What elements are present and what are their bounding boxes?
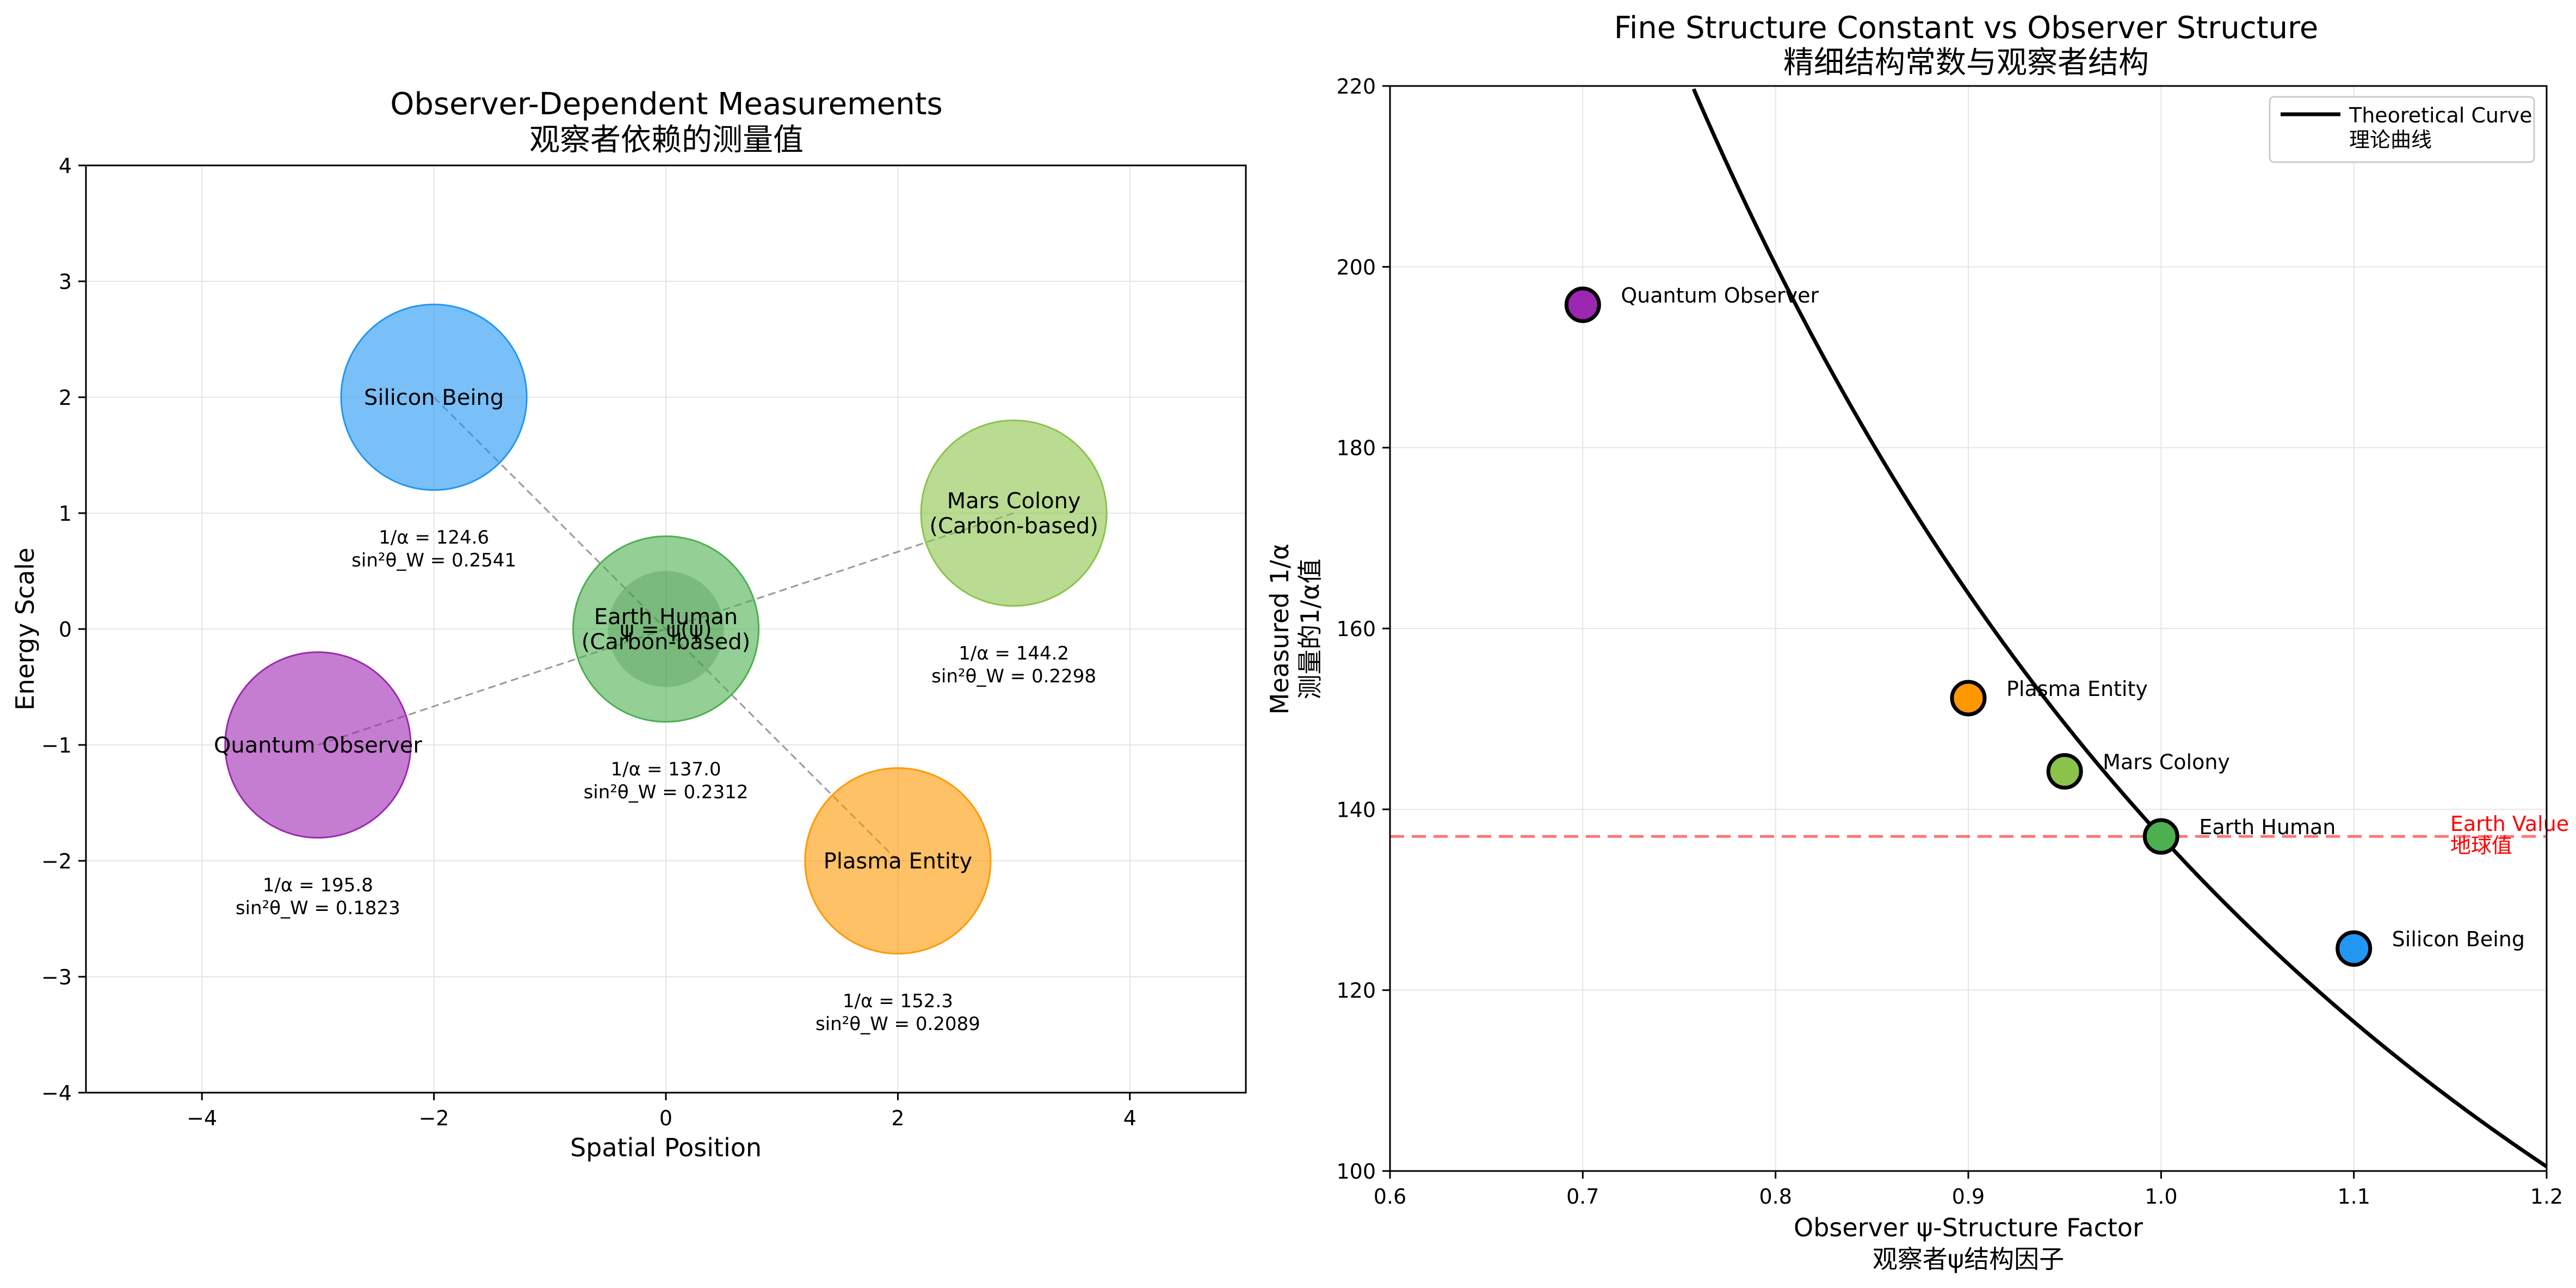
observer-circle [224, 651, 412, 839]
right-legend: Theoretical Curve 理论曲线 [2269, 96, 2535, 163]
right-subtitle: 精细结构常数与观察者结构 [1783, 45, 2149, 81]
left-panel: Observer-Dependent Measurements 观察者依赖的测量… [10, 87, 1247, 1162]
observer-label: Plasma Entity [824, 849, 973, 874]
left-center-label: ψ = ψ(ψ) [620, 617, 712, 642]
observer-circle [340, 303, 528, 491]
legend-label-cn: 理论曲线 [2349, 128, 2432, 152]
observer-circle [920, 419, 1108, 607]
observer-annotation-alpha: 1/α = 144.2 [959, 643, 1069, 664]
right-y-tick-label: 120 [1336, 979, 1376, 1003]
observer-annotation-weinberg: sin²θ_W = 0.2089 [816, 1013, 980, 1035]
observer-annotation-alpha: 1/α = 195.8 [263, 874, 373, 896]
observer-point [2336, 930, 2373, 967]
left-x-tick-label: 0 [659, 1106, 672, 1130]
observer-label: Mars Colony [947, 489, 1081, 514]
left-x-ticks: −4 −2 0 2 4 [187, 1093, 1136, 1130]
right-panel: Fine Structure Constant vs Observer Stru… [1265, 10, 2569, 1274]
left-y-tick-label: 4 [59, 154, 72, 178]
observer-label: Silicon Being [364, 385, 504, 410]
left-y-tick-label: −4 [41, 1081, 72, 1105]
right-y-axis-label: Measured 1/α [1265, 544, 1294, 714]
right-y-tick-label: 160 [1336, 617, 1376, 641]
observer-point [2142, 818, 2179, 855]
observer-annotation-alpha: 1/α = 124.6 [379, 527, 489, 549]
left-y-tick-label: 2 [59, 386, 72, 410]
right-x-axis-label-cn: 观察者ψ结构因子 [1873, 1244, 2064, 1274]
left-y-tick-label: −2 [41, 849, 72, 873]
observer-label: Earth Human [594, 605, 738, 630]
observer-annotation-alpha: 1/α = 137.0 [611, 759, 721, 780]
right-x-tick-label: 0.7 [1566, 1185, 1599, 1209]
observer-annotation-alpha: 1/α = 152.3 [843, 990, 953, 1012]
right-y-axis-label-cn: 测量的1/α值 [1295, 558, 1325, 699]
right-x-axis-label: Observer ψ-Structure Factor [1794, 1213, 2143, 1242]
legend-label: Theoretical Curve [2349, 103, 2532, 127]
observer-point-label: Silicon Being [2392, 927, 2525, 951]
left-observer-circles [224, 303, 1108, 955]
observer-point-label: Mars Colony [2103, 750, 2230, 774]
left-y-tick-label: 1 [59, 502, 72, 526]
right-y-tick-label: 100 [1336, 1160, 1376, 1184]
earth-reference-label: Earth Value [2450, 812, 2569, 836]
right-points [1564, 286, 2373, 967]
right-x-ticks: 0.6 0.7 0.8 0.9 1.0 1.1 1.2 [1374, 1171, 2563, 1209]
right-y-ticks: 100 120 140 160 180 200 220 [1336, 75, 1390, 1184]
observer-annotation-weinberg: sin²θ_W = 0.1823 [236, 897, 400, 919]
left-y-tick-label: 3 [59, 270, 72, 294]
right-x-tick-label: 1.1 [2337, 1185, 2370, 1209]
right-x-tick-label: 1.0 [2145, 1185, 2177, 1209]
right-x-tick-label: 0.9 [1952, 1185, 1985, 1209]
observer-point [1564, 286, 1601, 323]
left-title: Observer-Dependent Measurements [390, 87, 942, 122]
observer-point [2046, 753, 2083, 790]
observer-label: (Carbon-based) [582, 630, 751, 655]
earth-reference-label-cn: 地球值 [2450, 834, 2512, 858]
observer-circle [572, 535, 760, 723]
right-y-tick-label: 140 [1336, 798, 1376, 822]
observer-point-label: Quantum Observer [1621, 284, 1819, 307]
right-point-labels: Quantum Observer Plasma Entity Mars Colony… [1621, 284, 2525, 951]
left-x-tick-label: 2 [891, 1106, 904, 1130]
left-subtitle: 观察者依赖的测量值 [529, 122, 804, 158]
left-x-axis-label: Spatial Position [570, 1133, 762, 1162]
observer-label: Quantum Observer [214, 733, 422, 758]
observer-point-label: Earth Human [2199, 815, 2336, 839]
left-y-tick-label: −1 [41, 734, 72, 757]
left-y-tick-label: −3 [41, 965, 72, 989]
left-y-tick-label: 0 [59, 618, 72, 642]
left-x-tick-label: −2 [419, 1106, 449, 1130]
right-y-tick-label: 220 [1336, 75, 1376, 98]
left-x-tick-label: 4 [1123, 1106, 1136, 1130]
left-x-tick-label: −4 [187, 1106, 217, 1130]
observer-annotation-weinberg: sin²θ_W = 0.2312 [584, 781, 749, 803]
theoretical-curve [1691, 88, 2548, 1168]
observer-label: (Carbon-based) [929, 514, 1098, 539]
right-x-tick-label: 0.6 [1374, 1185, 1406, 1209]
right-x-tick-label: 1.2 [2530, 1185, 2563, 1209]
observer-annotation-weinberg: sin²θ_W = 0.2298 [931, 665, 1096, 687]
left-observer-labels: Earth Human(Carbon-based)Silicon BeingPl… [214, 385, 1098, 874]
right-title: Fine Structure Constant vs Observer Stru… [1614, 10, 2319, 46]
observer-circle [804, 767, 992, 955]
observer-annotation-weinberg: sin²θ_W = 0.2541 [351, 550, 516, 571]
right-y-tick-label: 180 [1336, 436, 1376, 460]
left-y-axis-label: Energy Scale [10, 547, 40, 710]
right-x-tick-label: 0.8 [1759, 1185, 1792, 1209]
observer-core-circle [608, 571, 724, 687]
right-y-tick-label: 200 [1336, 255, 1376, 279]
observer-point-label: Plasma Entity [2006, 677, 2148, 701]
observer-point [1950, 680, 1987, 717]
left-y-ticks: −4 −3 −2 −1 0 1 2 3 4 [41, 154, 86, 1105]
